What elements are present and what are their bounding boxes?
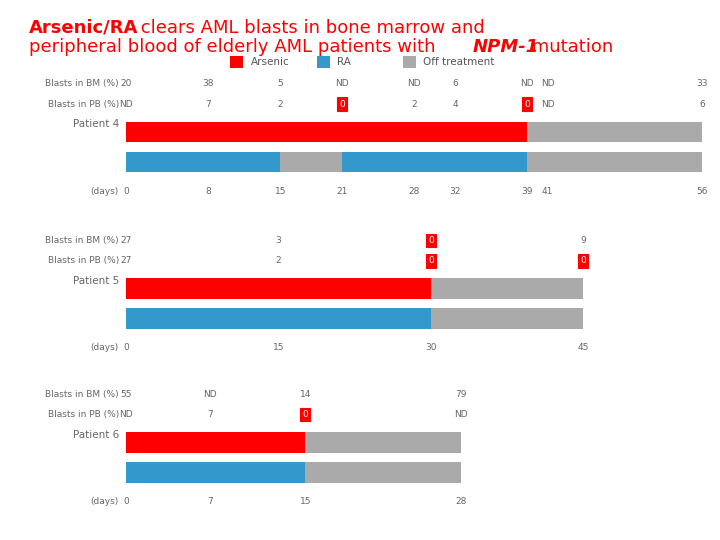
Text: 41: 41: [542, 187, 554, 195]
Text: 7: 7: [207, 410, 212, 419]
Text: 28: 28: [408, 187, 420, 195]
Text: 0: 0: [339, 100, 345, 109]
Text: ND: ND: [336, 79, 348, 88]
Text: ND: ND: [521, 79, 534, 88]
Text: Arsenic/RA: Arsenic/RA: [29, 19, 138, 37]
Text: ND: ND: [408, 79, 420, 88]
Text: mutation: mutation: [526, 38, 613, 56]
Text: NPM-1: NPM-1: [472, 38, 539, 56]
Text: 0: 0: [123, 497, 129, 506]
Text: ND: ND: [120, 410, 132, 419]
Text: 2: 2: [276, 256, 282, 265]
Text: 6: 6: [699, 100, 705, 109]
Text: Off treatment: Off treatment: [423, 57, 495, 67]
Text: 6: 6: [452, 79, 458, 88]
Text: peripheral blood of elderly AML patients with: peripheral blood of elderly AML patients…: [29, 38, 441, 56]
Text: 20: 20: [120, 79, 132, 88]
Text: 56: 56: [696, 187, 708, 195]
FancyBboxPatch shape: [126, 462, 305, 483]
Text: 3: 3: [276, 236, 282, 245]
Text: 21: 21: [336, 187, 348, 195]
Text: 38: 38: [202, 79, 214, 88]
Text: Patient 6: Patient 6: [73, 430, 119, 440]
Text: ND: ND: [454, 410, 467, 419]
Text: 32: 32: [449, 187, 461, 195]
FancyBboxPatch shape: [527, 122, 702, 142]
Text: (days): (days): [91, 497, 119, 506]
Text: 0: 0: [123, 187, 129, 195]
Text: (days): (days): [91, 187, 119, 195]
FancyBboxPatch shape: [126, 152, 280, 172]
Text: 79: 79: [455, 390, 467, 399]
Text: 15: 15: [274, 187, 286, 195]
Text: 7: 7: [205, 100, 211, 109]
FancyBboxPatch shape: [431, 308, 583, 329]
Text: 5: 5: [277, 79, 283, 88]
Text: RA: RA: [337, 57, 351, 67]
Text: Arsenic: Arsenic: [251, 57, 289, 67]
Text: 7: 7: [207, 497, 212, 506]
Text: 15: 15: [273, 343, 284, 352]
Text: 27: 27: [120, 256, 132, 265]
Text: Blasts in PB (%): Blasts in PB (%): [48, 100, 119, 109]
Text: ND: ND: [541, 79, 554, 88]
Text: Blasts in PB (%): Blasts in PB (%): [48, 256, 119, 265]
Text: 0: 0: [428, 256, 433, 265]
Text: Blasts in BM (%): Blasts in BM (%): [45, 79, 119, 88]
FancyBboxPatch shape: [280, 152, 342, 172]
Text: 2: 2: [411, 100, 417, 109]
Text: 14: 14: [300, 390, 311, 399]
Text: Blasts in BM (%): Blasts in BM (%): [45, 390, 119, 399]
Text: 0: 0: [123, 343, 129, 352]
FancyBboxPatch shape: [126, 308, 431, 329]
FancyBboxPatch shape: [230, 56, 243, 68]
Text: 39: 39: [521, 187, 533, 195]
Text: 0: 0: [428, 236, 433, 245]
FancyBboxPatch shape: [126, 432, 305, 453]
FancyBboxPatch shape: [126, 278, 431, 299]
Text: Blasts in PB (%): Blasts in PB (%): [48, 410, 119, 419]
Text: 0: 0: [302, 410, 308, 419]
Text: clears AML blasts in bone marrow and: clears AML blasts in bone marrow and: [135, 19, 485, 37]
Text: ND: ND: [203, 390, 217, 399]
Text: Patient 5: Patient 5: [73, 276, 119, 286]
Text: 4: 4: [452, 100, 458, 109]
Text: 0: 0: [524, 100, 530, 109]
FancyBboxPatch shape: [342, 152, 527, 172]
Text: 27: 27: [120, 236, 132, 245]
Text: 15: 15: [300, 497, 311, 506]
Text: 30: 30: [425, 343, 436, 352]
Text: 2: 2: [277, 100, 283, 109]
Text: 45: 45: [577, 343, 589, 352]
Text: 9: 9: [580, 236, 586, 245]
Text: 28: 28: [455, 497, 467, 506]
FancyBboxPatch shape: [317, 56, 330, 68]
Text: 0: 0: [580, 256, 586, 265]
Text: Patient 4: Patient 4: [73, 119, 119, 129]
Text: 8: 8: [205, 187, 211, 195]
FancyBboxPatch shape: [305, 432, 461, 453]
FancyBboxPatch shape: [403, 56, 416, 68]
Text: ND: ND: [120, 100, 132, 109]
Text: Blasts in BM (%): Blasts in BM (%): [45, 236, 119, 245]
FancyBboxPatch shape: [305, 462, 461, 483]
Text: ND: ND: [541, 100, 554, 109]
FancyBboxPatch shape: [527, 152, 702, 172]
Text: 55: 55: [120, 390, 132, 399]
FancyBboxPatch shape: [431, 278, 583, 299]
FancyBboxPatch shape: [126, 122, 527, 142]
Text: (days): (days): [91, 343, 119, 352]
Text: 33: 33: [696, 79, 708, 88]
